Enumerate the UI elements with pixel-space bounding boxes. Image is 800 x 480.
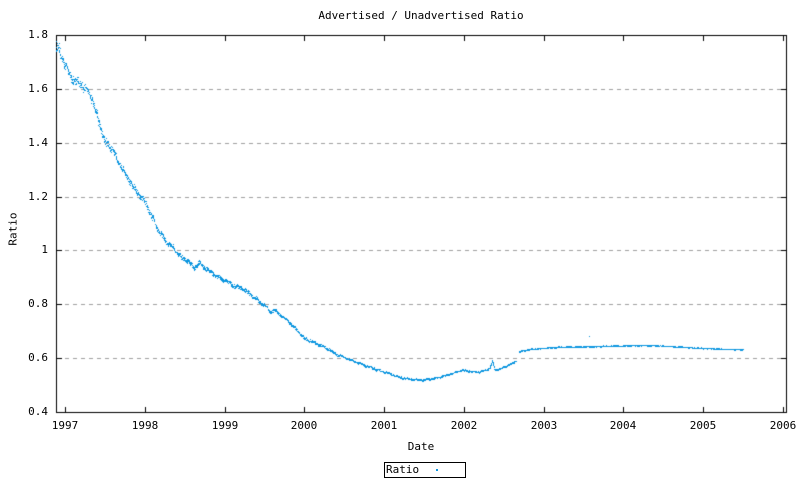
legend-box: Ratio [384, 462, 466, 478]
y-tick-label: 0.6 [28, 351, 48, 364]
legend-series-label: Ratio [386, 463, 420, 476]
legend-series-marker-dot [436, 469, 438, 471]
x-axis-label: Date [407, 440, 435, 453]
x-tick-label: 2006 [769, 419, 797, 432]
chart-title: Advertised / Unadvertised Ratio [318, 9, 524, 22]
x-tick-label: 2004 [609, 419, 637, 432]
y-tick-label: 0.4 [28, 405, 48, 418]
y-tick-label: 0.8 [28, 297, 48, 310]
x-tick-label: 2000 [290, 419, 318, 432]
x-tick-label: 2003 [530, 419, 558, 432]
x-tick-label: 1999 [211, 419, 239, 432]
x-tick-label: 2002 [450, 419, 478, 432]
y-axis-label: Ratio [6, 212, 20, 246]
x-tick-label: 1998 [131, 419, 159, 432]
x-tick-label: 1997 [51, 419, 79, 432]
y-tick-label: 1.2 [28, 190, 48, 203]
x-tick-label: 2005 [689, 419, 717, 432]
y-tick-label: 1.4 [28, 136, 48, 149]
y-tick-label: 1.8 [28, 28, 48, 41]
y-tick-label: 1.6 [28, 82, 48, 95]
y-tick-label: 1 [41, 243, 48, 256]
x-tick-label: 2001 [370, 419, 398, 432]
